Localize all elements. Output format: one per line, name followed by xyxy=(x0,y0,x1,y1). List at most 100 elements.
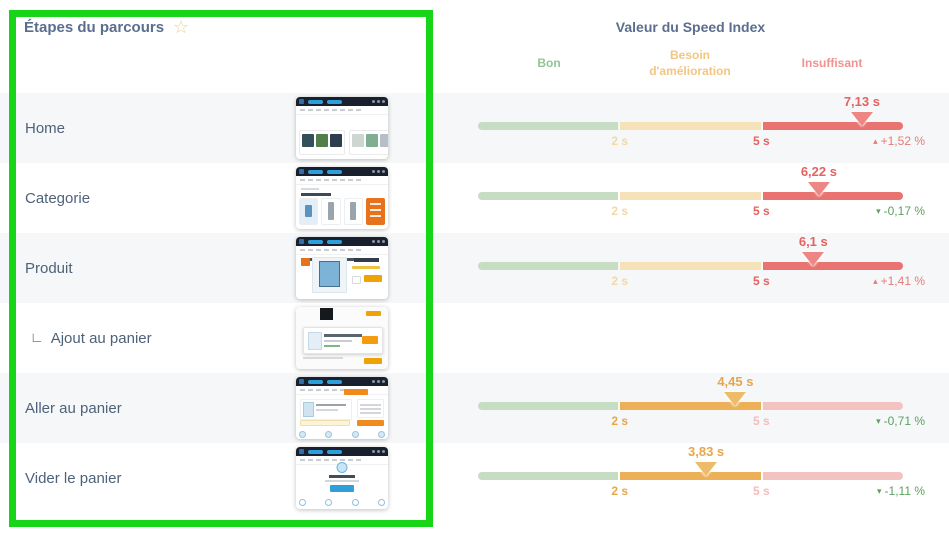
step-name: Categorie xyxy=(25,189,91,207)
trend-indicator: ▾ -0,17 % xyxy=(793,204,925,218)
step-label: Home xyxy=(25,93,65,163)
trend-indicator: ▴ +1,52 % xyxy=(793,134,925,148)
journey-row: Aller au panier 4,45 s 2 s 5 s ▾ -0,71 % xyxy=(0,373,949,443)
gauge-marker-icon xyxy=(802,252,825,266)
thumbnail-content xyxy=(336,462,348,473)
page-thumbnail[interactable] xyxy=(296,447,388,509)
speed-index-gauge: 7,13 s 2 s 5 s ▴ +1,52 % xyxy=(478,93,925,163)
star-favorite-icon[interactable]: ☆ xyxy=(173,17,190,37)
boundary-label-2s: 2 s xyxy=(611,414,629,428)
table-header: Étapes du parcours ☆ Valeur du Speed Ind… xyxy=(0,0,949,93)
step-label: Produit xyxy=(25,233,73,303)
speed-index-value: 4,45 s xyxy=(717,374,754,389)
page-thumbnail[interactable] xyxy=(296,307,388,369)
boundary-label-2s: 2 s xyxy=(611,484,629,498)
step-name: Home xyxy=(25,119,66,137)
gauge-bar xyxy=(478,472,903,480)
speed-index-value: 3,83 s xyxy=(688,444,725,459)
step-name: Vider le panier xyxy=(25,469,122,487)
trend-percentage: +1,52 % xyxy=(880,134,925,148)
thumbnail-content xyxy=(300,399,352,420)
thumbnail-site-header xyxy=(296,377,388,386)
thumbnail-content xyxy=(303,327,383,354)
step-label: Aller au panier xyxy=(25,373,122,443)
zone-label-poor: Insuffisant xyxy=(801,56,863,71)
gauge-segment-good xyxy=(478,122,619,130)
trend-arrow-icon: ▾ xyxy=(876,416,881,426)
thumbnail-site-header xyxy=(296,447,388,456)
trend-indicator: ▾ -1,11 % xyxy=(793,484,925,498)
boundary-label-5s: 5 s xyxy=(752,414,770,428)
trend-indicator: ▴ +1,41 % xyxy=(793,274,925,288)
journey-row: Categorie 6,22 s 2 s 5 s ▾ -0,17 % xyxy=(0,163,949,233)
thumbnail-site-header xyxy=(296,237,388,246)
trend-indicator: ▾ -0,71 % xyxy=(793,414,925,428)
gauge-bar xyxy=(478,122,903,130)
step-name: Produit xyxy=(25,259,73,277)
thumbnail-content xyxy=(312,257,347,293)
gauge-segment-needs-improvement xyxy=(620,472,761,480)
speed-index-gauge: 6,22 s 2 s 5 s ▾ -0,17 % xyxy=(478,163,925,233)
page-thumbnail[interactable] xyxy=(296,97,388,159)
step-name: Aller au panier xyxy=(25,399,122,417)
thumbnail-content xyxy=(299,130,388,155)
step-label: Vider le panier xyxy=(25,443,121,513)
step-label: Categorie xyxy=(25,163,90,233)
gauge-segment-good xyxy=(478,192,619,200)
boundary-label-2s: 2 s xyxy=(611,134,629,148)
trend-arrow-icon: ▴ xyxy=(873,136,878,146)
boundary-label-5s: 5 s xyxy=(752,274,770,288)
speed-index-value: 7,13 s xyxy=(843,94,880,109)
thumbnail-nav xyxy=(296,106,388,115)
step-label: ∟ Ajout au panier xyxy=(30,303,152,373)
speed-index-gauge: 6,1 s 2 s 5 s ▴ +1,41 % xyxy=(478,233,925,303)
thumbnail-nav xyxy=(296,386,388,395)
journey-row: Home 7,13 s 2 s 5 s ▴ +1,52 % xyxy=(0,93,949,163)
branch-icon: ∟ xyxy=(30,329,44,345)
gauge-bar xyxy=(478,192,903,200)
thumbnail-site-header xyxy=(296,97,388,106)
gauge-segment-poor xyxy=(762,472,903,480)
gauge-bar xyxy=(478,402,903,410)
page-thumbnail[interactable] xyxy=(296,167,388,229)
trend-percentage: -0,71 % xyxy=(883,414,925,428)
gauge-marker-icon xyxy=(724,392,747,406)
journey-steps-title: Étapes du parcours xyxy=(24,18,165,36)
gauge-marker-icon xyxy=(850,112,873,126)
boundary-label-5s: 5 s xyxy=(752,204,770,218)
gauge-marker-icon xyxy=(807,182,830,196)
zone-headers: Bon Besoin d'amélioration Insuffisant xyxy=(478,46,903,82)
gauge-segment-needs-improvement xyxy=(620,122,761,130)
gauge-segment-poor xyxy=(762,402,903,410)
gauge-segment-needs-improvement xyxy=(620,402,761,410)
gauge-segment-good xyxy=(478,262,619,270)
gauge-segment-good xyxy=(478,402,619,410)
boundary-label-2s: 2 s xyxy=(611,204,629,218)
thumbnail-site-header xyxy=(296,167,388,176)
boundary-label-5s: 5 s xyxy=(752,134,770,148)
speed-index-value: 6,1 s xyxy=(798,234,828,249)
left-column-header: Étapes du parcours ☆ xyxy=(24,18,189,36)
gauge-segment-poor xyxy=(762,122,903,130)
speed-index-value: 6,22 s xyxy=(800,164,837,179)
trend-arrow-icon: ▾ xyxy=(876,206,881,216)
page-thumbnail[interactable] xyxy=(296,377,388,439)
zone-label-good: Bon xyxy=(537,56,561,71)
trend-arrow-icon: ▴ xyxy=(873,276,878,286)
zone-label-needs-improvement: Besoin d'amélioration xyxy=(649,48,731,78)
speed-index-column-title: Valeur du Speed Index xyxy=(615,19,766,35)
gauge-marker-icon xyxy=(695,462,718,476)
page-thumbnail[interactable] xyxy=(296,237,388,299)
trend-percentage: -1,11 % xyxy=(884,484,925,498)
gauge-segment-good xyxy=(478,472,619,480)
journey-row: Produit 6,1 s 2 s 5 s ▴ +1,41 % xyxy=(0,233,949,303)
boundary-label-5s: 5 s xyxy=(752,484,770,498)
trend-percentage: +1,41 % xyxy=(880,274,925,288)
trend-percentage: -0,17 % xyxy=(883,204,925,218)
speed-index-gauge: 4,45 s 2 s 5 s ▾ -0,71 % xyxy=(478,373,925,443)
journey-row: ∟ Ajout au panier xyxy=(0,303,949,373)
thumbnail-content xyxy=(299,198,385,225)
step-name: Ajout au panier xyxy=(50,329,152,347)
trend-arrow-icon: ▾ xyxy=(877,486,882,496)
